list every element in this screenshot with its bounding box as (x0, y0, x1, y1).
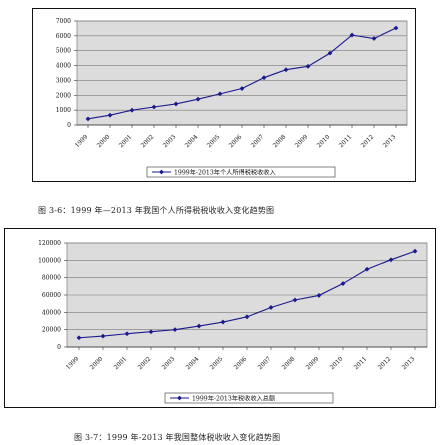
y-tick-label: 6000 (56, 33, 71, 40)
y-tick-label: 100000 (38, 257, 61, 264)
legend-swatch-marker (159, 169, 164, 175)
y-tick-label: 2000 (56, 92, 71, 99)
data-point (364, 266, 370, 272)
y-tick-label: 4000 (56, 63, 71, 70)
x-tick-label: 2008 (281, 355, 297, 371)
chart-1-frame: 0 1000 2000 3000 4000 5000 6000 7000 1999 2000 200… (32, 8, 416, 182)
data-point (305, 63, 311, 69)
y-tick-label: 1000 (56, 107, 71, 114)
x-tick-label: 2005 (206, 133, 222, 149)
x-tick-label: 1999 (65, 355, 81, 371)
plot-area (76, 20, 408, 126)
y-tick-label: 80000 (42, 275, 61, 282)
data-point (268, 305, 274, 310)
data-point (349, 32, 355, 38)
x-tick-label: 2003 (161, 355, 177, 371)
chart-2-caption: 图 3-7：1999 年-2013 年我国整体税收收入变化趋势图 (74, 433, 281, 442)
x-tick-label: 2001 (118, 133, 134, 149)
y-tick-label: 40000 (42, 309, 61, 316)
x-tick-label: 2009 (305, 355, 321, 371)
legend-box (164, 392, 334, 404)
y-tick-label: 7000 (56, 18, 71, 25)
data-point (393, 25, 399, 31)
legend-label: 1999年-2013年个人所得税税收收入 (174, 169, 276, 177)
x-tick-label: 2007 (257, 355, 273, 371)
data-point (148, 329, 154, 335)
data-point (292, 297, 298, 303)
y-tick-label: 60000 (42, 292, 61, 299)
chart-1-caption: 图 3-6：1999 年—2013 年我国个人所得税税收收入变化趋势图 (38, 206, 275, 215)
x-tick-label: 2000 (96, 133, 112, 149)
x-tick-label: 2002 (140, 133, 156, 149)
x-tick-label: 2011 (353, 355, 369, 371)
data-point (195, 96, 201, 102)
data-point (100, 333, 106, 339)
data-point (217, 91, 223, 97)
x-tick-label: 2010 (316, 133, 332, 149)
x-tick-label: 2001 (113, 355, 129, 371)
data-point (173, 101, 179, 107)
y-tick-label: 0 (57, 344, 61, 351)
x-tick-label: 2003 (162, 133, 178, 149)
data-point (244, 314, 250, 320)
y-tick-label: 3000 (56, 77, 71, 84)
x-tick-label: 2002 (137, 355, 153, 371)
x-tick-label: 2004 (184, 133, 200, 149)
data-point (107, 112, 113, 118)
data-point (388, 257, 394, 263)
chart-2-svg: 0 20000 40000 60000 80000 100000 120000 1999 200… (38, 240, 428, 404)
data-point (129, 107, 135, 113)
data-point (316, 293, 322, 298)
x-tick-label: 2012 (377, 355, 393, 371)
data-point (412, 248, 418, 254)
x-tick-label: 2013 (382, 133, 398, 149)
data-point (327, 50, 333, 56)
x-tick-label: 2010 (329, 355, 345, 371)
x-tick-label: 2000 (89, 355, 105, 371)
data-point (85, 116, 91, 122)
x-tick-label: 1999 (74, 133, 90, 149)
x-tick-label: 2013 (401, 355, 417, 371)
x-tick-label: 2006 (228, 133, 244, 149)
legend-box (146, 166, 336, 178)
legend-label: 1999年-2013年税收收入总额 (192, 395, 276, 403)
x-tick-label: 2009 (294, 133, 310, 149)
data-point (151, 104, 157, 110)
data-point (196, 323, 202, 329)
data-point (371, 36, 377, 41)
data-point (261, 75, 267, 81)
data-point (220, 319, 226, 325)
x-tick-label: 2008 (272, 133, 288, 149)
x-tick-label: 2007 (250, 133, 266, 149)
data-point (172, 327, 178, 333)
y-tick-label: 5000 (56, 48, 71, 55)
y-tick-label: 20000 (42, 327, 61, 334)
y-tick-label: 120000 (38, 240, 61, 247)
x-tick-label: 2012 (360, 133, 376, 149)
x-tick-label: 2004 (185, 355, 201, 371)
x-tick-label: 2011 (338, 133, 354, 149)
data-point (340, 281, 346, 286)
x-tick-label: 2005 (209, 355, 225, 371)
y-tick-label: 0 (67, 122, 71, 129)
data-point (76, 335, 82, 341)
data-point (239, 86, 245, 91)
x-tick-label: 2006 (233, 355, 249, 371)
chart-2-frame: 0 20000 40000 60000 80000 100000 120000 1999 200… (4, 228, 436, 408)
chart-1-svg: 0 1000 2000 3000 4000 5000 6000 7000 1999 2000 200… (56, 18, 408, 178)
